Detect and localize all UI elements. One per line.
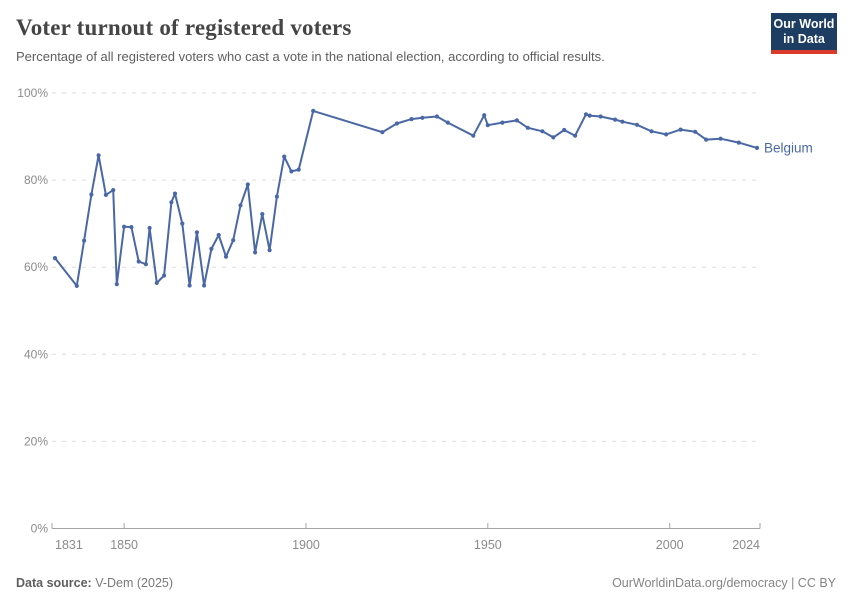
data-point-1896[interactable] (289, 169, 294, 174)
data-point-1852[interactable] (129, 225, 134, 230)
data-point-1882[interactable] (238, 203, 243, 208)
data-point-1870[interactable] (194, 230, 199, 235)
data-point-1961[interactable] (525, 125, 530, 130)
data-point-1841[interactable] (89, 192, 94, 197)
data-point-2014[interactable] (718, 136, 723, 141)
data-point-1936[interactable] (434, 114, 439, 119)
data-point-1974[interactable] (573, 133, 578, 138)
data-point-1854[interactable] (136, 259, 141, 264)
data-point-1958[interactable] (514, 118, 520, 123)
data-point-1968[interactable] (551, 135, 556, 140)
x-axis-label-2024: 2024 (732, 538, 760, 552)
chart-title: Voter turnout of registered voters (16, 15, 352, 40)
data-point-2003[interactable] (678, 127, 683, 132)
y-axis-label-100: 100% (17, 86, 48, 100)
x-axis-label-2000: 2000 (656, 538, 684, 552)
data-point-1861[interactable] (162, 273, 167, 278)
data-point-1884[interactable] (245, 182, 250, 187)
data-point-1987[interactable] (620, 119, 625, 124)
x-axis-label-1900: 1900 (292, 538, 320, 552)
data-point-1977[interactable] (583, 112, 589, 117)
owid-logo-line2: in Data (783, 32, 825, 46)
data-point-1863[interactable] (169, 200, 174, 205)
data-point-1839[interactable] (82, 238, 87, 243)
data-source-value: V-Dem (2025) (95, 576, 174, 590)
data-point-1971[interactable] (562, 127, 567, 133)
data-point-1856[interactable] (143, 262, 148, 267)
y-axis-label-80: 80% (24, 173, 48, 187)
data-point-1939[interactable] (445, 120, 450, 125)
data-point-1985[interactable] (613, 117, 618, 122)
data-point-1857[interactable] (147, 225, 152, 231)
data-point-1929[interactable] (409, 117, 414, 122)
data-point-1902[interactable] (311, 108, 316, 113)
x-axis-label-1850: 1850 (110, 538, 138, 552)
data-point-1995[interactable] (649, 129, 654, 134)
data-point-1950[interactable] (485, 123, 490, 128)
data-point-1845[interactable] (103, 192, 108, 197)
y-axis-label-60: 60% (24, 260, 48, 274)
series-label-belgium[interactable]: Belgium (764, 140, 813, 155)
data-point-1880[interactable] (231, 238, 236, 243)
y-axis-label-20: 20% (24, 434, 48, 448)
data-point-1868[interactable] (187, 283, 192, 288)
data-point-1898[interactable] (296, 167, 301, 172)
x-axis-label-1950: 1950 (474, 538, 502, 552)
data-point-1894[interactable] (282, 154, 287, 159)
owid-logo[interactable]: Our World in Data (771, 13, 837, 54)
chart-header: Voter turnout of registered voters Perce… (16, 14, 755, 65)
data-point-1890[interactable] (267, 248, 272, 253)
chart-subtitle: Percentage of all registered voters who … (16, 49, 605, 64)
data-point-1843[interactable] (96, 153, 101, 158)
data-point-2024[interactable] (754, 145, 760, 150)
data-point-1999[interactable] (664, 132, 669, 137)
data-point-1859[interactable] (154, 280, 159, 285)
data-point-1888[interactable] (260, 212, 265, 217)
data-point-1874[interactable] (209, 246, 214, 251)
chart-footer: Data source: V-Dem (2025) OurWorldinData… (16, 576, 836, 590)
data-point-1848[interactable] (114, 282, 119, 287)
data-point-1981[interactable] (598, 114, 603, 119)
data-point-2019[interactable] (736, 140, 741, 145)
data-point-1965[interactable] (540, 129, 545, 134)
data-point-1872[interactable] (202, 283, 207, 288)
data-point-1847[interactable] (111, 188, 116, 193)
x-axis-label-1831: 1831 (55, 538, 83, 552)
data-point-1946[interactable] (471, 133, 476, 138)
data-point-1932[interactable] (420, 115, 425, 120)
data-point-1954[interactable] (500, 120, 505, 125)
turnout-line-belgium[interactable] (54, 109, 758, 287)
data-point-1878[interactable] (223, 254, 229, 259)
y-axis-label-0: 0% (31, 522, 49, 536)
data-source-label: Data source: (16, 576, 92, 590)
data-point-1864[interactable] (172, 191, 178, 196)
data-point-1925[interactable] (394, 121, 399, 126)
data-point-1886[interactable] (253, 250, 258, 255)
data-point-1978[interactable] (587, 113, 592, 118)
data-point-1921[interactable] (380, 130, 385, 135)
data-point-1876[interactable] (216, 232, 221, 238)
y-axis-label-40: 40% (24, 347, 48, 361)
data-point-1866[interactable] (180, 221, 185, 226)
owid-url-link[interactable]: OurWorldinData.org/democracy | CC BY (612, 576, 836, 590)
data-point-2010[interactable] (704, 137, 709, 142)
owid-logo-line1: Our World (773, 17, 835, 31)
data-point-1991[interactable] (634, 122, 640, 127)
data-point-1837[interactable] (74, 283, 79, 288)
data-point-1850[interactable] (122, 224, 127, 229)
data-source: Data source: V-Dem (2025) (16, 576, 173, 590)
data-point-2007[interactable] (693, 129, 698, 134)
data-point-1949[interactable] (482, 113, 487, 118)
data-point-1831[interactable] (52, 256, 58, 261)
data-point-1892[interactable] (274, 194, 279, 199)
